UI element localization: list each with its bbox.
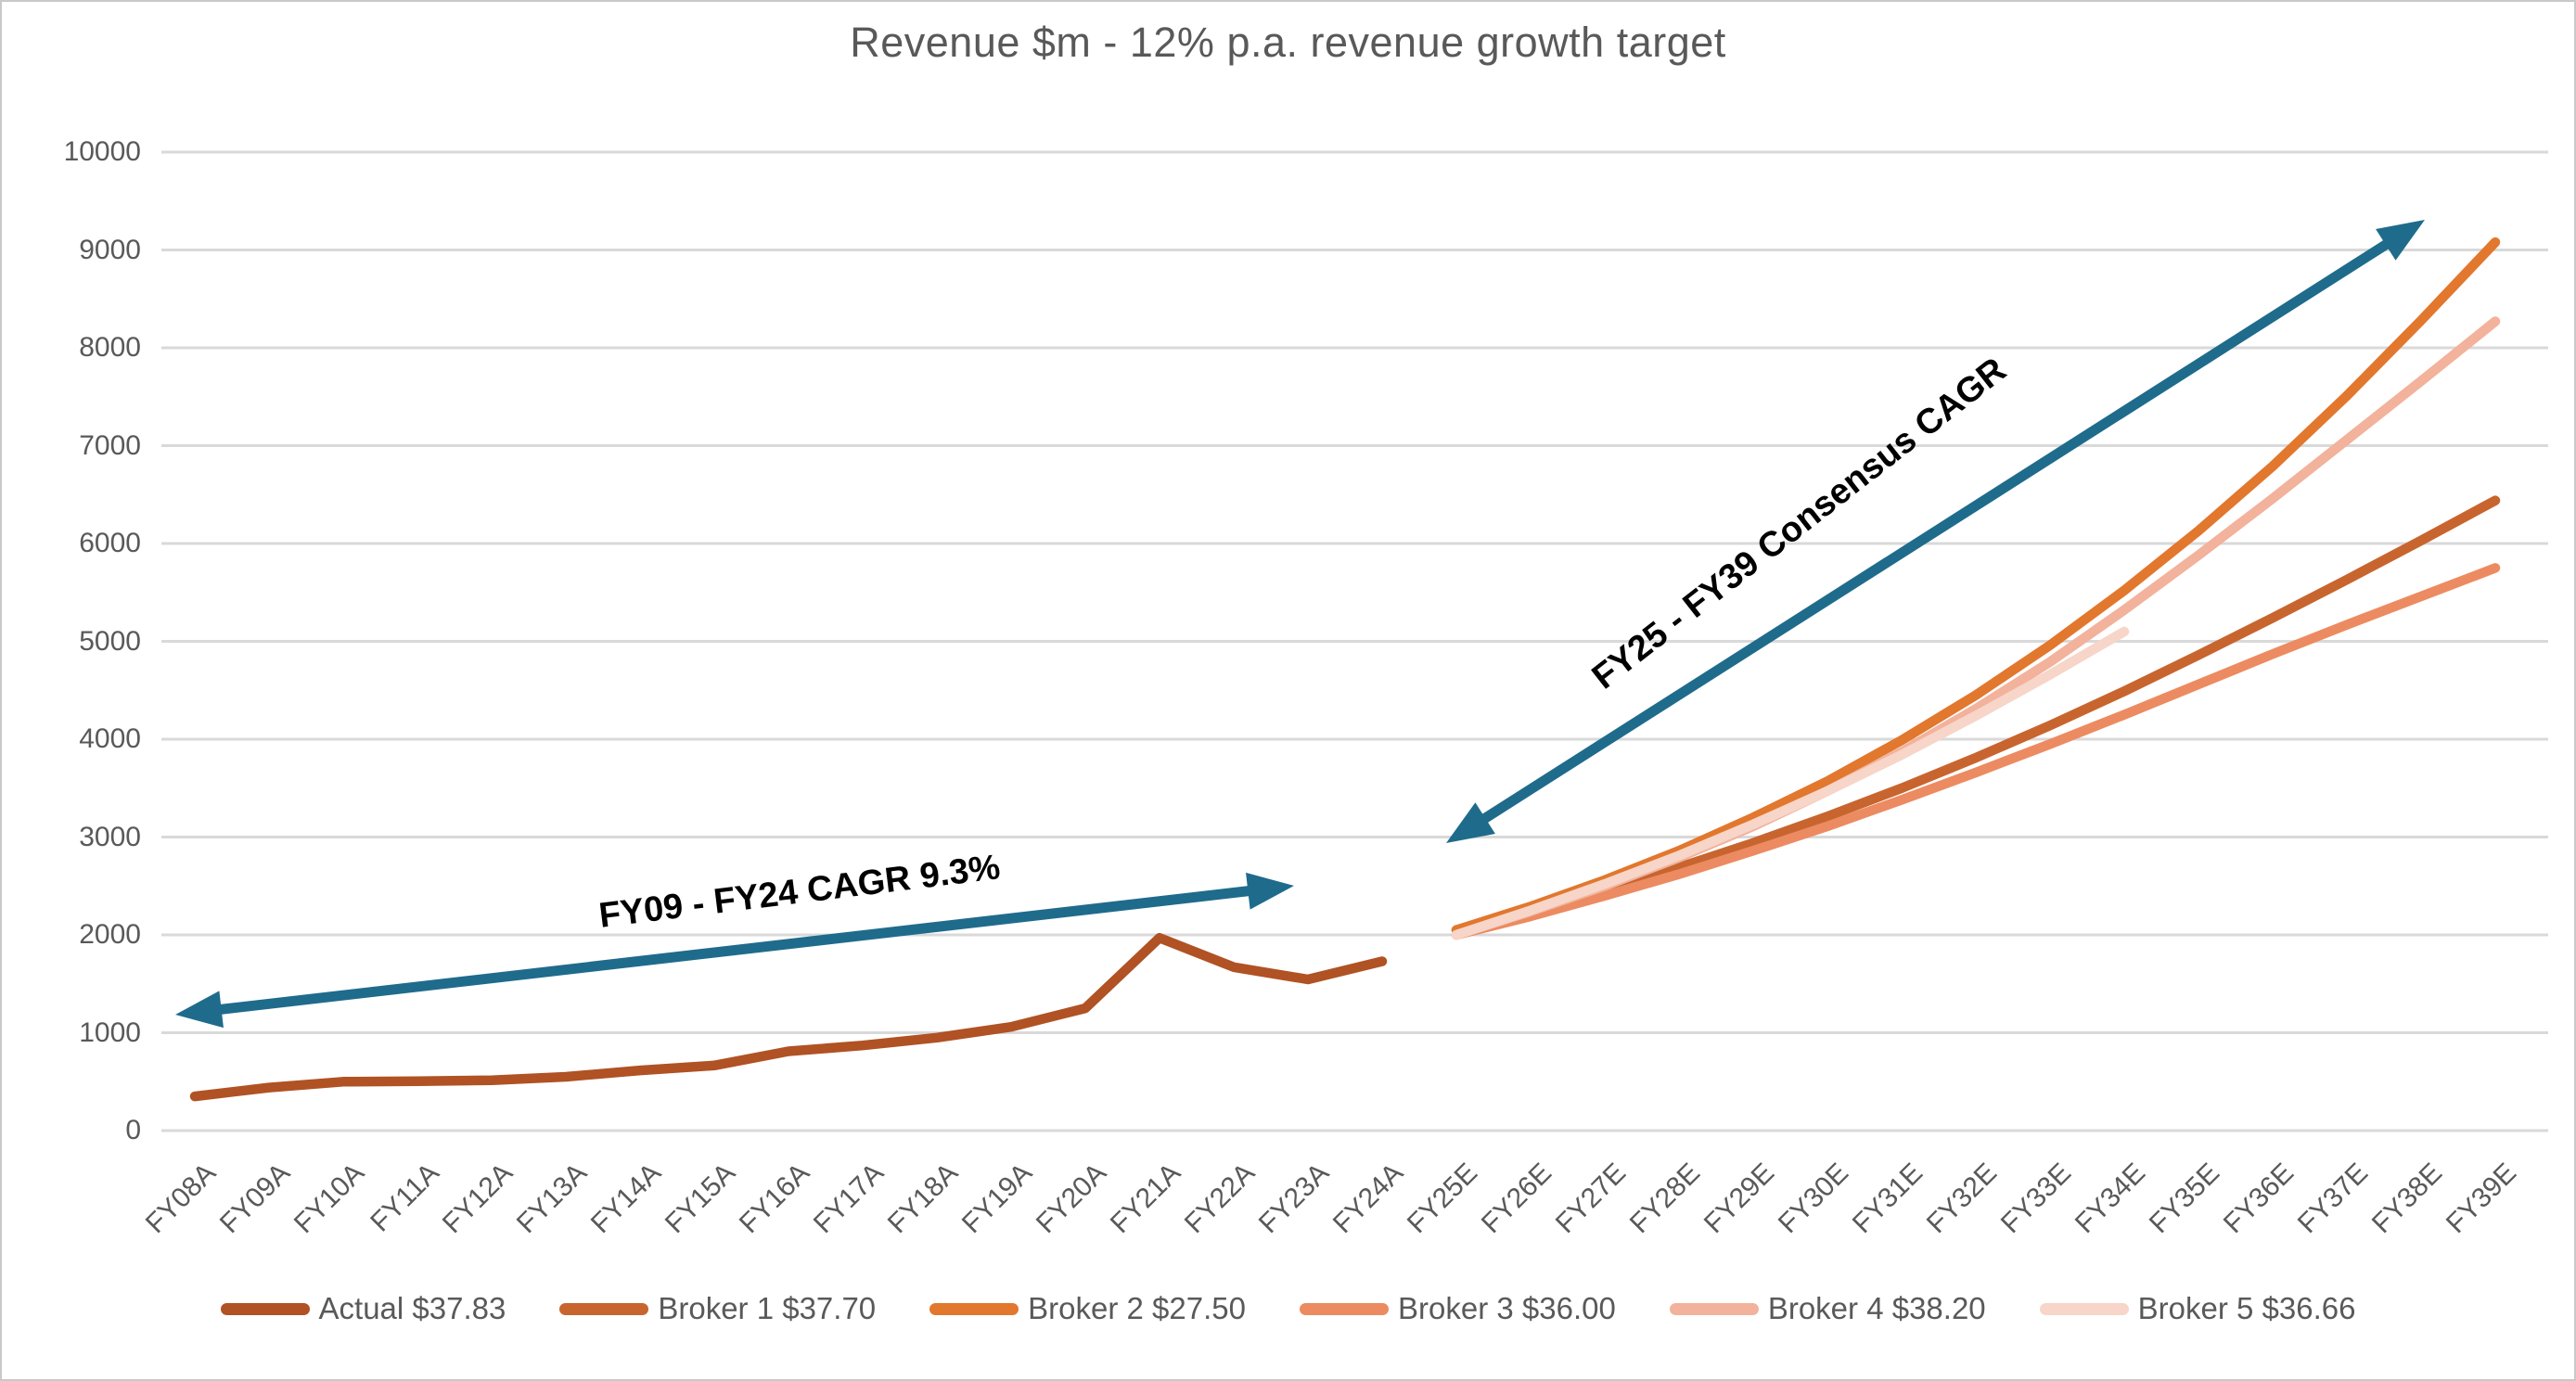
- legend-swatch: [1300, 1302, 1389, 1315]
- legend-swatch: [220, 1302, 310, 1315]
- y-tick-label: 5000: [79, 625, 141, 657]
- legend-item-0[interactable]: Actual $37.83: [220, 1291, 506, 1326]
- legend-label: Actual $37.83: [318, 1291, 506, 1325]
- y-tick-label: 9000: [79, 234, 141, 265]
- cagr-arrowhead: [1446, 802, 1495, 843]
- legend-label: Broker 5 $36.66: [2137, 1291, 2356, 1325]
- y-tick-label: 10000: [63, 136, 141, 167]
- y-tick-label: 2000: [79, 919, 141, 950]
- series-line-0: [189, 932, 1388, 1102]
- legend-item-1[interactable]: Broker 1 $37.70: [559, 1291, 876, 1326]
- legend-label: Broker 4 $38.20: [1767, 1291, 1986, 1325]
- legend-swatch: [559, 1302, 649, 1315]
- chart-title: Revenue $m - 12% p.a. revenue growth tar…: [850, 19, 1726, 66]
- y-tick-label: 1000: [79, 1017, 141, 1048]
- legend-label: Broker 1 $37.70: [658, 1291, 877, 1325]
- y-tick-label: 3000: [79, 821, 141, 852]
- legend: Actual $37.83 Broker 1 $37.70 Broker 2 $27…: [2, 1291, 2574, 1326]
- legend-label: Broker 3 $36.00: [1398, 1291, 1616, 1325]
- legend-item-5[interactable]: Broker 5 $36.66: [2039, 1291, 2356, 1326]
- legend-swatch: [929, 1302, 1019, 1315]
- legend-item-2[interactable]: Broker 2 $27.50: [929, 1291, 1246, 1326]
- y-tick-label: 8000: [79, 332, 141, 363]
- y-tick-label: 4000: [79, 723, 141, 754]
- cagr-arrowhead: [175, 991, 224, 1029]
- legend-item-3[interactable]: Broker 3 $36.00: [1300, 1291, 1616, 1326]
- cagr-arrow-shaft: [1476, 237, 2395, 826]
- series-line-5: [1451, 626, 2130, 940]
- y-tick-label: 7000: [79, 429, 141, 461]
- series-line-1: [1451, 495, 2501, 935]
- series-line-3: [1451, 563, 2501, 940]
- cagr-arrow-shaft: [213, 885, 1256, 1016]
- cagr-arrowhead: [1246, 872, 1294, 910]
- y-tick-label: 0: [125, 1115, 141, 1145]
- y-tick-label: 6000: [79, 528, 141, 558]
- legend-swatch: [2039, 1302, 2129, 1315]
- legend-label: Broker 2 $27.50: [1028, 1291, 1246, 1325]
- cagr-arrowhead: [2376, 220, 2425, 261]
- legend-swatch: [1669, 1302, 1759, 1315]
- legend-item-4[interactable]: Broker 4 $38.20: [1669, 1291, 1986, 1326]
